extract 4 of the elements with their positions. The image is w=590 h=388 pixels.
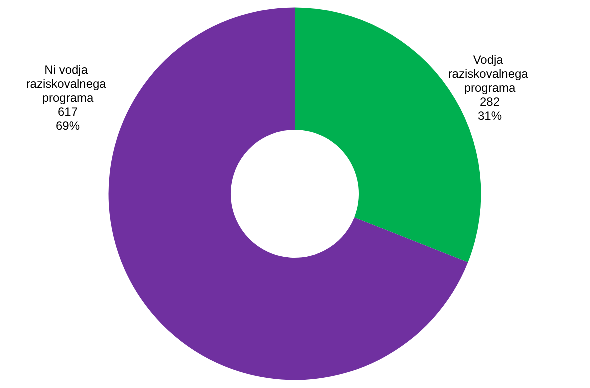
slice-label: Ni vodja raziskovalnega programa xyxy=(26,63,110,105)
data-label: 617 69% xyxy=(56,105,80,133)
slice-label: Vodja raziskovalnega programa xyxy=(448,53,532,95)
data-label: 282 31% xyxy=(478,95,502,123)
